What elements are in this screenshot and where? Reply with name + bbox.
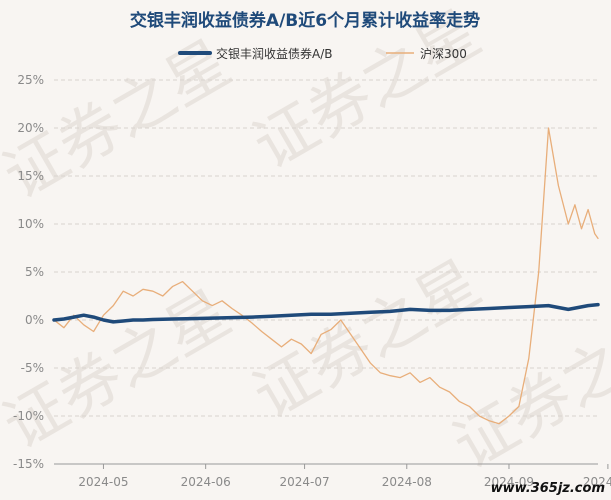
legend-label-index: 沪深300: [420, 47, 467, 61]
y-tick-label: 0%: [25, 313, 44, 327]
y-axis: 25% 20% 15% 10% 5% 0% -5% -10% -15%: [13, 73, 44, 471]
x-tick-label: 2024-09: [484, 475, 534, 489]
y-tick-label: 20%: [17, 121, 44, 135]
legend-label-fund: 交银丰润收益债券A/B: [216, 46, 333, 61]
y-tick-label: -5%: [21, 361, 44, 375]
x-tick-label: 2024-07: [279, 475, 329, 489]
y-tick-label: -10%: [13, 409, 44, 423]
y-tick-label: 10%: [17, 217, 44, 231]
series: [52, 127, 600, 425]
y-tick-label: 25%: [17, 73, 44, 87]
series-line-index: [53, 127, 599, 425]
y-tick-label: 5%: [25, 265, 44, 279]
legend-item-fund[interactable]: 交银丰润收益债券A/B: [178, 46, 333, 61]
watermark-layer: 证券之星 证券之星 证券之星 证券之星 证券之星: [0, 0, 611, 483]
legend: 交银丰润收益债券A/B 沪深300: [178, 46, 467, 61]
x-axis: 2024-05 2024-06 2024-07 2024-08 2024-09 2024-…: [54, 463, 611, 489]
x-tick-label: 2024-06: [181, 475, 231, 489]
series-line-fund: [52, 302, 600, 324]
watermark-text: 证券之星: [241, 246, 492, 433]
watermark-url: www.365jz.com: [491, 481, 605, 496]
x-tick-label: 2024-08: [382, 475, 432, 489]
chart-title: 交银丰润收益债券A/B近6个月累计收益率走势: [130, 10, 480, 31]
x-tick-label: 2024-10: [583, 475, 611, 489]
x-tick-label: 2024-05: [78, 475, 128, 489]
y-tick-label: -15%: [13, 457, 44, 471]
y-tick-label: 15%: [17, 169, 44, 183]
legend-item-index[interactable]: 沪深300: [386, 47, 467, 61]
